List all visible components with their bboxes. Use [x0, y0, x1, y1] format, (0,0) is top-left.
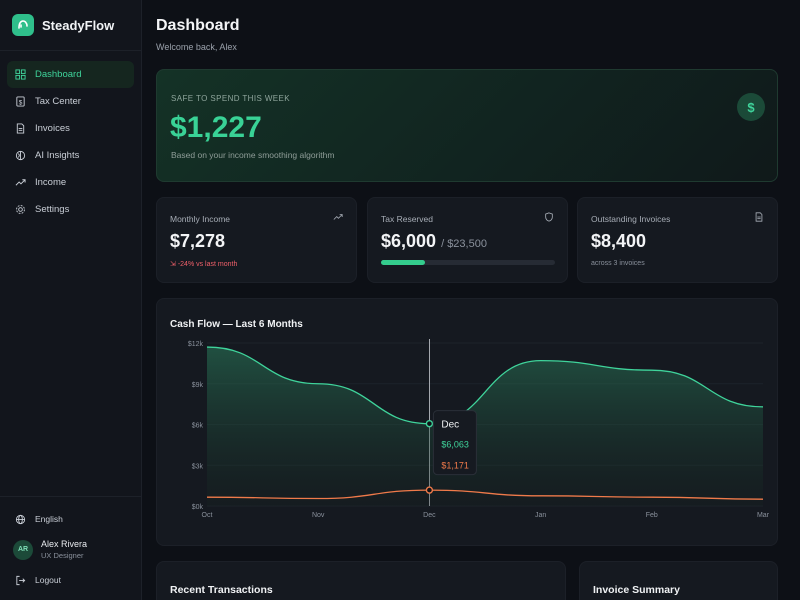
- tax-reserved-card: Tax Reserved $6,000 / $23,500: [367, 197, 568, 283]
- tooltip-expense: $1,171: [441, 461, 469, 471]
- sidebar: SteadyFlow Dashboard $ Tax Center Invoic…: [0, 0, 142, 600]
- y-tick-label: $6k: [192, 423, 204, 430]
- stat-label: Tax Reserved: [381, 214, 433, 224]
- page-subtitle: Welcome back, Alex: [156, 42, 237, 52]
- chart-title: Cash Flow — Last 6 Months: [170, 319, 303, 330]
- dollar-icon: $: [737, 93, 765, 121]
- stat-value: $8,400: [591, 231, 647, 251]
- main-content: Dashboard Welcome back, Alex SAFE TO SPE…: [143, 0, 800, 600]
- logout-button[interactable]: Logout: [7, 566, 134, 594]
- gear-icon: [16, 205, 25, 214]
- trending-up-icon: [15, 179, 26, 186]
- stat-change-text: -24% vs last month: [177, 261, 238, 268]
- ai-brain-icon: [15, 150, 26, 161]
- shield-icon: [545, 212, 553, 222]
- logout-label: Logout: [35, 575, 61, 585]
- sidebar-item-label: AI Insights: [35, 150, 80, 161]
- x-tick-label: Feb: [646, 512, 658, 519]
- document-icon: [755, 212, 763, 222]
- safe-to-spend-note: Based on your income smoothing algorithm: [171, 150, 335, 160]
- y-tick-label: $3k: [192, 463, 204, 470]
- sidebar-item-label: Invoices: [35, 123, 70, 134]
- language-selector[interactable]: English: [7, 505, 134, 533]
- x-tick-label: Nov: [312, 512, 325, 519]
- user-name: Alex Rivera: [41, 539, 88, 549]
- avatar: AR: [13, 539, 33, 560]
- stat-change: ⇲ -24% vs last month: [170, 260, 237, 268]
- brand-name: SteadyFlow: [42, 17, 115, 33]
- tax-reserved-target: / $23,500: [441, 238, 487, 250]
- svg-text:$: $: [19, 99, 23, 106]
- globe-icon: [15, 514, 26, 524]
- x-tick-label: Dec: [423, 512, 436, 519]
- recent-transactions-title: Recent Transactions: [170, 584, 273, 596]
- sidebar-item-label: Income: [35, 177, 67, 188]
- trending-up-icon: [333, 214, 343, 220]
- sidebar-item-settings[interactable]: Settings: [7, 196, 134, 223]
- stat-label: Monthly Income: [170, 214, 230, 224]
- recent-transactions-card: Recent Transactions: [156, 561, 566, 600]
- outstanding-invoices-card: Outstanding Invoices $8,400 across 3 inv…: [577, 197, 778, 283]
- sidebar-item-income[interactable]: Income: [7, 169, 134, 196]
- sidebar-footer: English AR Alex Rivera UX Designer Logou…: [0, 496, 141, 600]
- monthly-income-card: Monthly Income $7,278 ⇲ -24% vs last mon…: [156, 197, 357, 283]
- logout-icon: [16, 575, 26, 585]
- x-tick-label: Jan: [535, 512, 546, 519]
- invoice-icon: [16, 123, 25, 134]
- brand[interactable]: SteadyFlow: [0, 0, 141, 51]
- sidebar-item-label: Settings: [35, 204, 70, 215]
- y-tick-label: $0k: [192, 504, 204, 511]
- sidebar-item-ai-insights[interactable]: AI Insights: [7, 142, 134, 169]
- language-label: English: [35, 514, 63, 524]
- safe-to-spend-card: SAFE TO SPEND THIS WEEK $1,227 Based on …: [156, 69, 778, 182]
- page-title: Dashboard: [156, 17, 240, 34]
- cash-flow-chart-card: Cash Flow — Last 6 Months $0k $3k $6k $9k $1…: [156, 298, 778, 546]
- safe-to-spend-label: SAFE TO SPEND THIS WEEK: [171, 94, 291, 103]
- income-area: [207, 347, 763, 506]
- invoice-summary-title: Invoice Summary: [593, 584, 680, 596]
- x-tick-label: Mar: [757, 512, 770, 519]
- tooltip-income: $6,063: [441, 440, 469, 450]
- sidebar-item-dashboard[interactable]: Dashboard: [7, 61, 134, 88]
- tax-progress-bar: [381, 260, 555, 265]
- stat-value: $6,000 / $23,500: [381, 231, 487, 252]
- x-tick-label: Oct: [202, 512, 213, 519]
- sidebar-nav: Dashboard $ Tax Center Invoices AI Insig…: [0, 51, 141, 233]
- y-tick-label: $12k: [188, 341, 204, 348]
- expense-line: [206, 489, 764, 500]
- tooltip-month: Dec: [441, 420, 459, 431]
- y-tick-label: $9k: [192, 382, 204, 389]
- sidebar-item-invoices[interactable]: Invoices: [7, 115, 134, 142]
- sidebar-item-label: Tax Center: [35, 96, 81, 107]
- cash-flow-chart[interactable]: $0k $3k $6k $9k $12k Oct Nov Dec Jan Feb Mar Dec $…: [157, 299, 779, 547]
- expense-point[interactable]: [425, 486, 434, 494]
- tax-reserved-value: $6,000: [381, 231, 437, 251]
- income-line: [206, 346, 764, 425]
- stat-foot: across 3 invoices: [591, 260, 645, 267]
- user-profile[interactable]: AR Alex Rivera UX Designer: [7, 533, 134, 566]
- user-role: UX Designer: [41, 551, 84, 560]
- tax-doc-icon: $: [16, 96, 25, 107]
- logo-icon: [12, 14, 34, 36]
- chart-tooltip: Dec $6,063 $1,171: [432, 410, 477, 476]
- trend-down-icon: ⇲: [170, 261, 176, 268]
- sidebar-item-label: Dashboard: [35, 69, 82, 80]
- income-point[interactable]: [425, 419, 434, 428]
- sidebar-item-tax-center[interactable]: $ Tax Center: [7, 88, 134, 115]
- invoice-summary-card: Invoice Summary: [579, 561, 778, 600]
- stat-label: Outstanding Invoices: [591, 214, 671, 224]
- dashboard-icon: [15, 69, 26, 80]
- tax-progress-fill: [381, 260, 426, 265]
- stat-value: $7,278: [170, 231, 226, 251]
- safe-to-spend-amount: $1,227: [170, 111, 262, 144]
